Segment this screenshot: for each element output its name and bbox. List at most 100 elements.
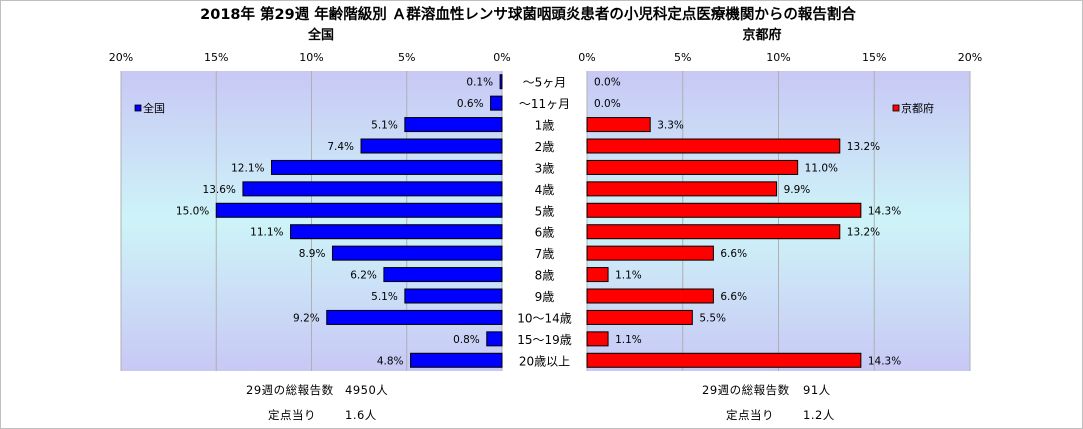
category-labels: ～5ヶ月 ～11ヶ月 1歳 2歳 3歳 4歳 5歳 6歳 7歳 8歳 9歳 10～14歳 15～19歳 2…: [517, 76, 572, 369]
left-bar-label: 12.1%: [231, 162, 264, 174]
right-bar-label: 13.2%: [847, 227, 880, 239]
left-bar-label: 6.2%: [350, 270, 377, 282]
chart-title: 2018年 第29週 年齢階級別 Ａ群溶血性レンサ球菌咽頭炎患者の小児科定点医療…: [200, 5, 856, 23]
category-label: 3歳: [535, 161, 555, 175]
left-bar: [290, 224, 503, 240]
category-label: 4歳: [535, 183, 555, 197]
right-bar-label: 14.3%: [868, 355, 901, 367]
right-tick-label: 15%: [862, 51, 886, 64]
left-x-axis-ticks: 20% 15% 10% 5% 0%: [109, 51, 511, 64]
left-total-value: 4950人: [345, 383, 388, 397]
left-bar: [270, 159, 503, 175]
right-tick-label: 20%: [958, 51, 982, 64]
category-label: 9歳: [535, 290, 555, 304]
left-bar: [242, 181, 503, 197]
right-bar: [586, 331, 609, 347]
right-tick-label: 5%: [674, 51, 691, 64]
left-bar-label: 11.1%: [250, 227, 283, 239]
right-bar: [586, 181, 778, 197]
left-bar-label: 15.0%: [176, 205, 209, 217]
right-bar-label: 13.2%: [847, 141, 880, 153]
category-label: 6歳: [535, 226, 555, 240]
right-total-label: 29週の総報告数: [702, 383, 790, 397]
right-tick-label: 0%: [578, 51, 595, 64]
left-bar-label: 5.1%: [371, 120, 398, 132]
left-bars: 0.1% 0.6% 5.1% 7.4% 12.1% 13.6% 15.0% 11.1% 8.9%…: [176, 74, 503, 368]
right-bar: [586, 117, 651, 133]
left-bar-label: 8.9%: [299, 248, 326, 260]
right-bar-label: 6.6%: [720, 291, 747, 303]
left-bar: [404, 288, 503, 304]
right-bar: [586, 224, 841, 240]
left-legend-swatch: [134, 104, 142, 112]
right-legend-label: 京都府: [901, 101, 934, 115]
left-bar-label: 4.8%: [377, 355, 404, 367]
right-per-site-value: 1.2人: [803, 408, 835, 422]
right-bar: [586, 288, 714, 304]
right-bar: [586, 309, 693, 325]
left-bar: [490, 95, 503, 111]
right-bar-label: 14.3%: [868, 205, 901, 217]
category-label: 15～19歳: [517, 333, 572, 347]
category-label: 10～14歳: [517, 311, 572, 325]
right-total-value: 91人: [803, 383, 831, 397]
left-bar: [360, 138, 503, 154]
left-legend: 全国: [134, 101, 165, 115]
right-bar-label: 3.3%: [657, 120, 684, 132]
left-bar-label: 5.1%: [371, 291, 398, 303]
category-label: ～5ヶ月: [523, 76, 567, 90]
right-x-axis-ticks: 0% 5% 10% 15% 20%: [578, 51, 982, 64]
right-bar-label: 11.0%: [805, 162, 838, 174]
left-tick-label: 20%: [109, 51, 133, 64]
right-bar-label: 0.0%: [594, 98, 621, 110]
right-bar: [586, 245, 714, 261]
category-label: 1歳: [535, 119, 555, 133]
left-bar: [383, 267, 503, 283]
left-per-site-label: 定点当り: [268, 408, 316, 422]
left-bar-label: 0.1%: [466, 77, 493, 89]
right-bars: 0.0% 0.0% 3.3% 13.2% 11.0% 9.9% 14.3% 13.2% 6.6%…: [586, 77, 901, 368]
category-label: ～11ヶ月: [519, 97, 570, 111]
left-bar: [215, 202, 503, 218]
right-summary: 29週の総報告数 91人 定点当り 1.2人: [702, 383, 835, 422]
left-tick-label: 15%: [204, 51, 228, 64]
left-tick-label: 10%: [299, 51, 323, 64]
left-bar-label: 13.6%: [203, 184, 236, 196]
right-bar: [586, 202, 862, 218]
left-bar: [486, 331, 503, 347]
right-panel-title: 京都府: [742, 27, 781, 43]
right-bar: [586, 267, 609, 283]
left-bar-label: 0.8%: [453, 334, 480, 346]
left-bar-label: 9.2%: [293, 312, 320, 324]
left-bar: [499, 74, 503, 90]
right-per-site-label: 定点当り: [726, 408, 774, 422]
right-bar: [586, 352, 862, 368]
right-bar-label: 9.9%: [784, 184, 811, 196]
left-panel-title: 全国: [307, 27, 334, 43]
right-bar-label: 5.5%: [699, 312, 726, 324]
left-legend-label: 全国: [143, 101, 165, 115]
left-per-site-value: 1.6人: [345, 408, 377, 422]
right-bar-label: 1.1%: [615, 334, 642, 346]
right-legend: 京都府: [892, 101, 934, 115]
right-bar-label: 0.0%: [594, 77, 621, 89]
right-bar: [586, 138, 841, 154]
right-bar: [586, 159, 799, 175]
category-label: 5歳: [535, 204, 555, 218]
left-total-label: 29週の総報告数: [246, 383, 334, 397]
category-label: 7歳: [535, 247, 555, 261]
left-summary: 29週の総報告数 4950人 定点当り 1.6人: [246, 383, 388, 422]
left-bar: [410, 352, 503, 368]
right-bar-label: 6.6%: [720, 248, 747, 260]
left-bar: [404, 117, 503, 133]
left-tick-label: 5%: [398, 51, 415, 64]
left-bar: [331, 245, 503, 261]
left-tick-label: 0%: [493, 51, 510, 64]
right-tick-label: 10%: [766, 51, 790, 64]
left-bar-label: 0.6%: [457, 98, 484, 110]
category-label: 2歳: [535, 140, 555, 154]
right-bar-label: 1.1%: [615, 270, 642, 282]
category-label: 20歳以上: [519, 354, 570, 368]
